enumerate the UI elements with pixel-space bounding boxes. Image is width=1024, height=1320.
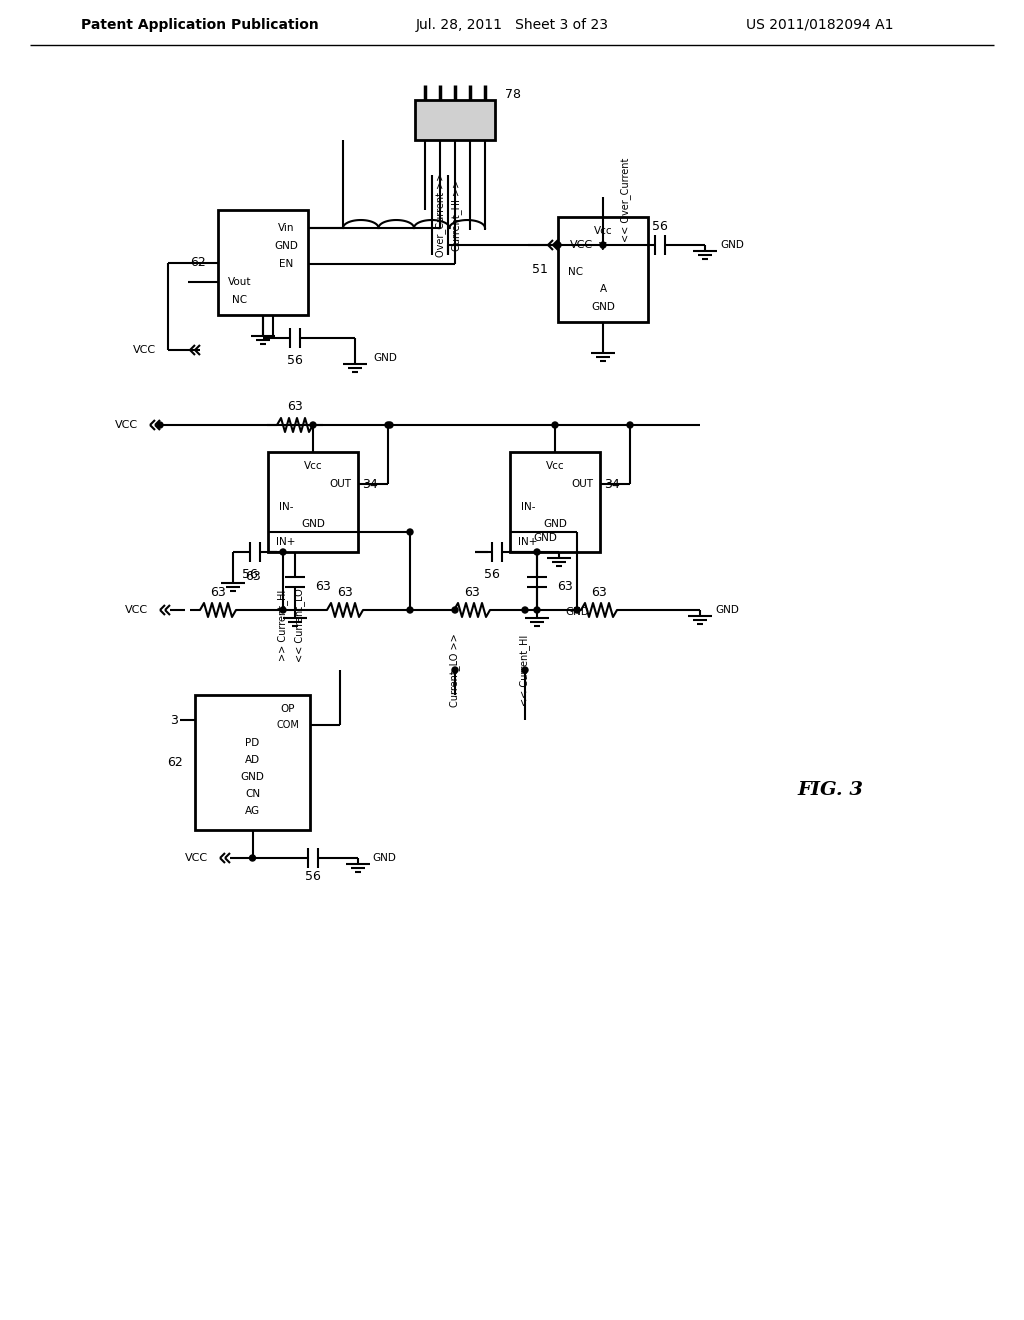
Circle shape: [534, 549, 540, 554]
Text: 34: 34: [362, 478, 378, 491]
Text: FIG. 3: FIG. 3: [797, 781, 863, 799]
Text: NC: NC: [232, 294, 248, 305]
Text: CN: CN: [245, 789, 260, 799]
Text: 56: 56: [484, 568, 500, 581]
Bar: [268, 451, 358, 552]
Circle shape: [452, 667, 458, 673]
Text: VCC: VCC: [125, 605, 148, 615]
Text: << Current_HI: << Current_HI: [519, 635, 530, 706]
Text: Current_LO >>: Current_LO >>: [450, 634, 461, 708]
Text: EN: EN: [279, 259, 293, 269]
Bar: [195, 696, 310, 830]
Text: 63: 63: [464, 586, 480, 598]
Text: Over_Current >>: Over_Current >>: [435, 173, 445, 257]
Circle shape: [452, 607, 458, 612]
Text: VCC: VCC: [185, 853, 208, 863]
Text: Vcc: Vcc: [546, 461, 564, 471]
Text: IN-: IN-: [521, 502, 536, 512]
Text: 56: 56: [242, 568, 258, 581]
Circle shape: [522, 667, 528, 673]
Text: IN-: IN-: [279, 502, 293, 512]
Text: PD: PD: [246, 738, 260, 748]
Text: OP: OP: [281, 704, 295, 714]
Circle shape: [600, 242, 606, 248]
Text: OUT: OUT: [571, 479, 593, 488]
Bar: [415, 100, 495, 140]
Text: 63: 63: [245, 570, 261, 583]
Text: 63: 63: [337, 586, 353, 598]
Text: 62: 62: [167, 756, 183, 770]
Circle shape: [157, 422, 163, 428]
Text: GND: GND: [715, 605, 739, 615]
Circle shape: [385, 422, 391, 428]
Text: 56: 56: [287, 354, 303, 367]
Text: OUT: OUT: [329, 479, 351, 488]
Circle shape: [522, 607, 528, 612]
Circle shape: [574, 607, 580, 612]
Text: NC: NC: [568, 267, 584, 277]
Text: 51: 51: [532, 263, 548, 276]
Text: Jul. 28, 2011   Sheet 3 of 23: Jul. 28, 2011 Sheet 3 of 23: [416, 18, 608, 32]
Text: GND: GND: [591, 302, 615, 312]
Text: GND: GND: [720, 240, 743, 249]
Text: V: V: [599, 242, 607, 252]
Text: 63: 63: [210, 586, 226, 598]
Text: VCC: VCC: [115, 420, 138, 430]
Text: A: A: [599, 284, 606, 294]
Bar: [218, 210, 308, 315]
Circle shape: [310, 422, 316, 428]
Text: 63: 63: [315, 581, 331, 594]
Circle shape: [407, 607, 413, 612]
Circle shape: [555, 242, 561, 248]
Text: GND: GND: [301, 519, 325, 529]
Text: US 2011/0182094 A1: US 2011/0182094 A1: [746, 18, 894, 32]
Text: AG: AG: [245, 807, 260, 816]
Text: << Over_Current: << Over_Current: [620, 158, 631, 242]
Text: AD: AD: [245, 755, 260, 766]
Text: Patent Application Publication: Patent Application Publication: [81, 18, 318, 32]
Circle shape: [552, 422, 558, 428]
Text: GND: GND: [241, 772, 264, 781]
Text: << Current_LO: << Current_LO: [295, 589, 305, 661]
Circle shape: [387, 422, 393, 428]
Text: VCC: VCC: [570, 240, 593, 249]
Text: IN+: IN+: [276, 537, 296, 546]
Circle shape: [250, 855, 256, 861]
Text: Vout: Vout: [228, 277, 252, 286]
Text: VCC: VCC: [133, 345, 156, 355]
Text: Vin: Vin: [278, 223, 294, 234]
Text: GND: GND: [373, 853, 396, 863]
Text: GND: GND: [565, 607, 589, 616]
Circle shape: [407, 529, 413, 535]
Text: 63: 63: [591, 586, 607, 598]
Text: COM: COM: [276, 719, 299, 730]
Text: IN+: IN+: [518, 537, 538, 546]
Text: 56: 56: [304, 870, 321, 883]
Text: 63: 63: [287, 400, 303, 413]
Text: >> Current_HI: >> Current_HI: [278, 589, 289, 660]
Text: 62: 62: [190, 256, 206, 269]
Circle shape: [280, 607, 286, 612]
Text: 34: 34: [604, 478, 620, 491]
Text: GND: GND: [274, 242, 298, 251]
Circle shape: [534, 607, 540, 612]
Text: Current_HI >>: Current_HI >>: [451, 180, 462, 251]
Text: 78: 78: [505, 88, 521, 102]
Bar: [558, 216, 648, 322]
Text: 63: 63: [557, 581, 572, 594]
Text: Vcc: Vcc: [594, 226, 612, 236]
Circle shape: [627, 422, 633, 428]
Text: 56: 56: [652, 220, 668, 234]
Text: GND: GND: [373, 352, 397, 363]
Text: GND: GND: [534, 533, 557, 543]
Circle shape: [280, 549, 286, 554]
Text: Vcc: Vcc: [304, 461, 323, 471]
Text: 3: 3: [170, 714, 178, 726]
Bar: [510, 451, 600, 552]
Text: GND: GND: [543, 519, 567, 529]
